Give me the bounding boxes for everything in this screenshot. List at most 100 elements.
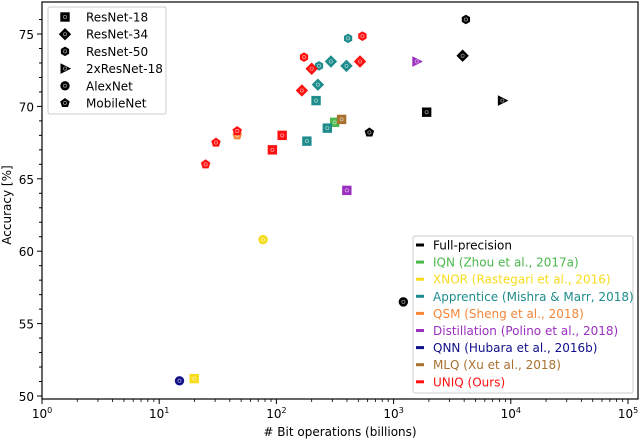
y-tick-label: 55 xyxy=(19,318,34,332)
data-point-mobilenet-highlight xyxy=(213,140,218,145)
data-point-2xresnet18 xyxy=(497,95,509,106)
data-point-resnet50 xyxy=(299,52,309,62)
data-point-alexnet-highlight xyxy=(261,237,266,242)
data-point-resnet50-highlight xyxy=(360,34,365,39)
x-tick-exponent: 0 xyxy=(47,406,52,415)
data-point-resnet18-highlight xyxy=(332,120,337,125)
legend-marker-alexnet-highlight xyxy=(63,83,68,88)
data-point-2xresnet18 xyxy=(412,56,423,67)
legend-frame xyxy=(47,6,167,115)
data-point-resnet34-highlight xyxy=(309,66,314,71)
data-points xyxy=(174,14,509,386)
x-tick-exponent: 3 xyxy=(399,406,404,415)
data-point-resnet34 xyxy=(340,59,353,73)
data-point-resnet18-highlight xyxy=(325,126,330,131)
legend-marker-2xresnet18-highlight xyxy=(63,66,68,71)
legend-label: Full-precision xyxy=(433,239,512,253)
data-point-resnet34-highlight xyxy=(344,63,349,68)
y-tick-label: 70 xyxy=(19,100,34,114)
y-tick-label: 75 xyxy=(19,28,34,42)
y-tick-label: 50 xyxy=(19,390,34,404)
legend-marker-resnet50-highlight xyxy=(63,49,68,54)
x-tick-exponent: 2 xyxy=(281,406,286,415)
y-tick-label: 65 xyxy=(19,173,34,187)
data-point-resnet18-highlight xyxy=(339,117,344,122)
data-point-2xresnet18-highlight xyxy=(500,98,505,103)
legend-label: QSM (Sheng et al., 2018) xyxy=(433,307,584,321)
x-tick-exponent: 4 xyxy=(516,406,521,415)
data-point-mobilenet xyxy=(232,126,242,136)
x-tick-base: 10 xyxy=(149,407,164,421)
data-point-alexnet xyxy=(258,234,268,245)
data-point-resnet50 xyxy=(461,14,471,25)
data-point-resnet18-highlight xyxy=(192,376,197,381)
data-point-resnet50-highlight xyxy=(317,63,322,68)
data-point-mobilenet xyxy=(211,137,221,147)
data-point-alexnet-highlight xyxy=(177,378,182,383)
legend-label: UNIQ (Ours) xyxy=(433,375,505,389)
data-point-resnet18-highlight xyxy=(280,133,285,138)
data-point-mobilenet-highlight xyxy=(203,162,208,167)
legend-label: ResNet-34 xyxy=(86,28,148,42)
data-point-resnet18 xyxy=(342,185,352,196)
data-point-resnet18-highlight xyxy=(314,98,319,103)
x-axis-label: # Bit operations (billions) xyxy=(263,425,416,439)
data-point-resnet50 xyxy=(314,61,324,71)
legend-label: XNOR (Rastegari et al., 2016) xyxy=(433,273,611,287)
data-point-resnet50-highlight xyxy=(463,17,468,22)
legend-label: AlexNet xyxy=(86,79,133,93)
legend-label: ResNet-18 xyxy=(86,11,148,25)
x-tick-base: 10 xyxy=(383,407,398,421)
x-tick-exponent: 5 xyxy=(633,406,638,415)
x-tick-base: 10 xyxy=(32,407,47,421)
x-tick-label: 100 xyxy=(32,406,52,421)
data-point-mobilenet-highlight xyxy=(235,129,240,134)
data-point-resnet18 xyxy=(421,107,432,117)
data-point-resnet34 xyxy=(311,78,325,91)
data-point-alexnet xyxy=(398,297,409,307)
data-point-resnet34-highlight xyxy=(299,88,304,93)
y-axis-label: Accuracy [%] xyxy=(0,165,14,244)
data-point-mobilenet-highlight xyxy=(367,130,372,135)
data-point-resnet18 xyxy=(189,373,199,384)
data-point-resnet34-highlight xyxy=(460,53,465,58)
data-point-alexnet xyxy=(174,376,185,386)
x-tick-base: 10 xyxy=(501,407,516,421)
data-point-resnet18 xyxy=(302,136,312,146)
legend-label: IQN (Zhou et al., 2017a) xyxy=(433,256,579,270)
data-point-resnet34 xyxy=(324,55,338,68)
method-legend: Full-precision IQN (Zhou et al., 2017a) XN… xyxy=(412,235,634,394)
data-point-resnet18 xyxy=(311,95,321,106)
x-tick-label: 102 xyxy=(266,406,286,421)
legend-marker-resnet50 xyxy=(60,46,70,57)
data-point-resnet18 xyxy=(336,114,347,125)
data-point-2xresnet18-highlight xyxy=(414,59,419,64)
data-point-resnet34-highlight xyxy=(328,59,333,64)
x-tick-label: 103 xyxy=(383,406,403,421)
data-point-resnet34 xyxy=(295,84,309,97)
data-point-resnet34-highlight xyxy=(358,59,363,64)
data-point-resnet34-highlight xyxy=(315,82,320,87)
architecture-legend: ResNet-18 ResNet-34 ResNet-50 2xResNet-18 Al… xyxy=(47,6,167,115)
legend-marker-mobilenet-highlight xyxy=(63,101,68,106)
legend-marker-2xresnet18 xyxy=(60,63,72,74)
data-point-resnet50-highlight xyxy=(346,36,351,41)
data-point-mobilenet xyxy=(364,127,375,137)
legend-frame xyxy=(412,235,634,394)
data-point-resnet18-highlight xyxy=(304,139,309,144)
legend-label: MLQ (Xu et al., 2018) xyxy=(433,358,561,372)
data-point-resnet18 xyxy=(267,145,278,155)
data-point-resnet50 xyxy=(343,33,353,44)
legend-marker-resnet34-highlight xyxy=(63,32,68,37)
legend-marker-alexnet xyxy=(60,81,70,91)
legend-marker-resnet34 xyxy=(58,27,72,41)
data-point-resnet34 xyxy=(456,49,469,62)
data-point-resnet50-highlight xyxy=(302,55,307,60)
x-tick-label: 101 xyxy=(149,406,169,421)
data-point-resnet18-highlight xyxy=(424,110,429,115)
y-tick-label: 60 xyxy=(19,245,34,259)
legend-label: ResNet-50 xyxy=(86,45,148,59)
x-tick-label: 105 xyxy=(618,406,638,421)
